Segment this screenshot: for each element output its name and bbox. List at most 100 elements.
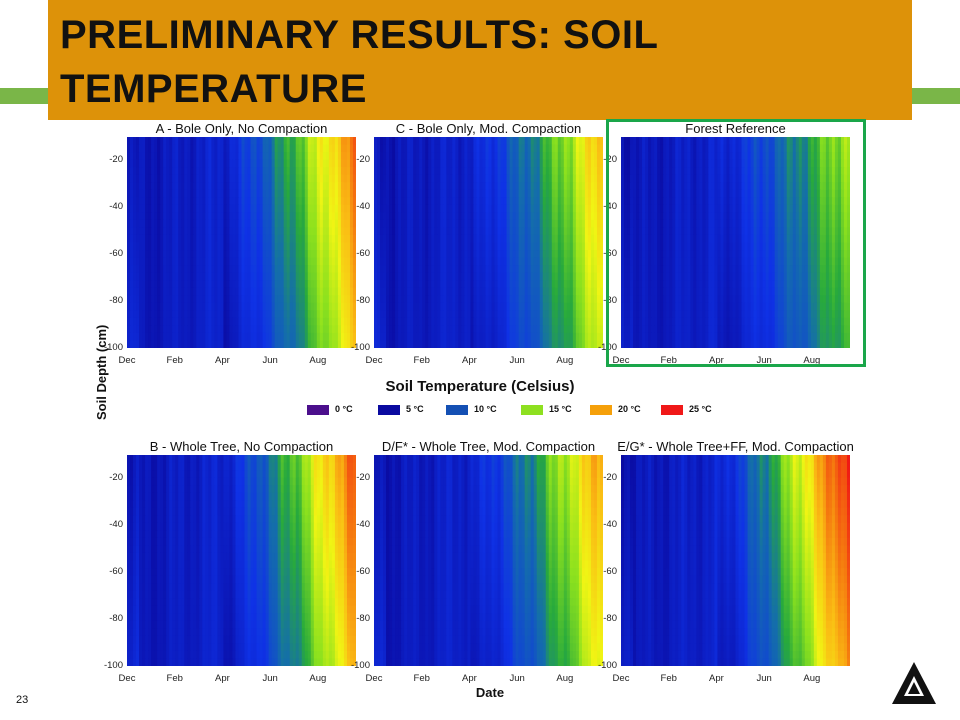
heatmap-cell [756,197,761,206]
heatmap-cell [536,265,541,274]
heatmap-cell [247,242,252,251]
heatmap-cell [280,265,285,274]
heatmap-cell [822,174,827,183]
heatmap-cell [283,250,288,259]
heatmap-cell [154,332,158,342]
heatmap-cell [262,204,267,213]
heatmap-cell [581,197,586,206]
heatmap-cell [542,265,547,274]
heatmap-cell [352,182,356,191]
heatmap-cell [419,204,423,213]
heatmap-cell [551,302,556,311]
heatmap-cell [533,174,538,183]
heatmap-cell [780,144,785,153]
heatmap-cell [437,219,441,229]
heatmap-cell [663,144,667,153]
heatmap-cell [229,189,234,198]
heatmap-cell [262,152,267,161]
heatmap-cell [392,272,396,281]
heatmap-cell [407,212,411,221]
heatmap-cell [130,152,134,161]
heatmap-cell [786,152,791,161]
heatmap-cell [229,152,234,161]
heatmap-cell [560,265,565,274]
heatmap-cell [521,340,526,348]
heatmap-cell [223,152,228,161]
y-tick-label: -60 [109,248,123,260]
heatmap-cell [259,137,264,146]
heatmap-cell [352,287,356,296]
heatmap-cell [545,204,550,213]
heatmap-cell [407,310,411,319]
heatmap-cell [130,265,134,274]
heatmap-cell [163,280,167,289]
heatmap-cell [419,189,423,198]
heatmap-cell [639,189,643,198]
heatmap-cell [675,159,679,168]
heatmap-cell [217,174,221,183]
heatmap-cell [666,159,670,168]
heatmap-cell [389,340,393,348]
heatmap-cell [458,287,462,296]
heatmap-cell [500,317,505,326]
heatmap-cell [545,227,550,236]
heatmap-cell [464,227,468,236]
heatmap-cell [163,227,167,236]
heatmap-cell [410,280,414,289]
heatmap-cell [374,137,378,146]
heatmap-cell [223,265,228,274]
heatmap-cell [208,332,212,342]
heatmap-cell [151,137,155,146]
heatmap-cell [515,227,520,236]
heatmap-cell [530,219,535,229]
heatmap-cell [575,219,580,229]
heatmap-cell [455,159,459,168]
heatmap-cell [241,265,246,274]
heatmap-cell [593,317,598,326]
heatmap-cell [334,227,339,236]
heatmap-cell [301,317,306,326]
heatmap-cell [467,310,472,319]
heatmap-cell [422,295,426,304]
heatmap-cell [319,204,324,213]
heatmap-cell [642,189,646,198]
heatmap-cell [401,265,405,274]
heatmap-cell [346,332,351,342]
heatmap-cell [449,257,453,266]
heatmap-cell [310,250,315,259]
heatmap-cell [304,287,309,296]
heatmap-cell [271,332,276,342]
heatmap-cell [301,272,306,281]
heatmap-cell [238,310,243,319]
heatmap-cell [831,174,836,183]
heatmap-cell [253,332,258,342]
heatmap-cell [572,302,577,311]
heatmap-cell [666,174,670,183]
heatmap-cell [310,227,315,236]
heatmap-cell [443,287,447,296]
heatmap-cell [563,227,568,236]
heatmap-cell [726,144,731,153]
heatmap-cell [440,189,444,198]
heatmap-cell [500,212,505,221]
heatmap-cell [500,204,505,213]
heatmap-cell [340,302,345,311]
heatmap-cell [452,159,456,168]
heatmap-cell [566,340,571,348]
heatmap-cell [392,189,396,198]
heatmap-cell [509,234,514,244]
heatmap-cell [518,265,523,274]
heatmap-cell [136,325,140,334]
heatmap-cell [831,167,836,176]
heatmap-cell [325,197,330,206]
heatmap-cell [398,144,402,153]
heatmap-cell [521,227,526,236]
heatmap-cell [798,167,803,176]
heatmap-cell [130,295,134,304]
heatmap-cell [205,137,209,146]
heatmap-cell [316,167,321,176]
heatmap-cell [181,280,185,289]
heatmap-cell [325,212,330,221]
heatmap-cell [374,272,378,281]
heatmap-cell [642,182,646,191]
